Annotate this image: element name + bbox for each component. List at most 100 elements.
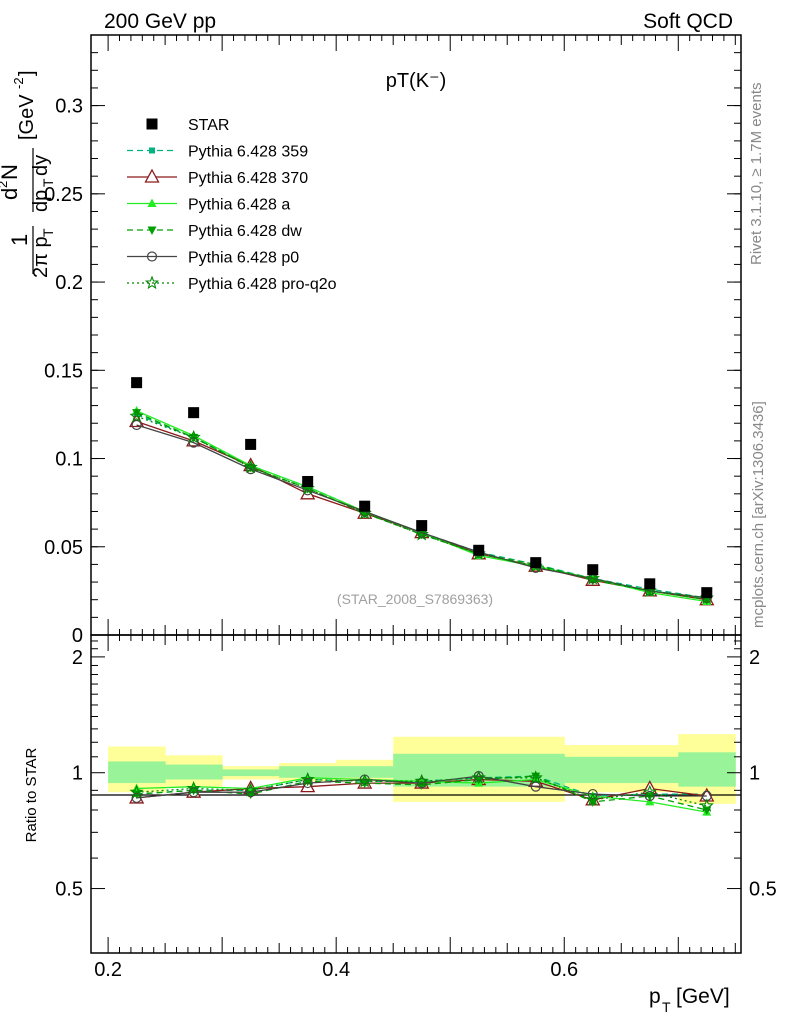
data-point-star bbox=[416, 520, 428, 532]
x-axis-label: p T [GeV] bbox=[649, 985, 730, 1015]
data-point-pq2o bbox=[414, 773, 429, 788]
legend-item-p370: Pythia 6.428 370 bbox=[127, 168, 308, 187]
series-pq2o bbox=[129, 408, 714, 605]
main-y-axis-label: 1 2π p T d 2 N dp T dy [GeV -2 ] bbox=[0, 70, 56, 278]
data-point-pq2o bbox=[129, 408, 144, 423]
ratio-y-tick-label: 1 bbox=[72, 763, 83, 785]
legend-label-pq2o: Pythia 6.428 pro-q2o bbox=[188, 276, 337, 293]
legend-marker-pq2o bbox=[144, 275, 160, 290]
data-point-pq2o bbox=[471, 770, 486, 784]
legend-marker-p370 bbox=[144, 168, 160, 183]
main-y-tick-label: 0.1 bbox=[55, 449, 83, 471]
series-line-p359 bbox=[136, 413, 707, 599]
data-point-pp0 bbox=[245, 787, 256, 798]
series-p359 bbox=[133, 411, 710, 601]
data-point-star bbox=[188, 407, 200, 419]
ratio-y-tick-label: 0.5 bbox=[55, 879, 83, 901]
svg-text:dy: dy bbox=[30, 155, 52, 176]
ratio-stat-uncertainty-band bbox=[564, 756, 622, 784]
series-pq2o bbox=[129, 770, 714, 812]
data-point-pq2o bbox=[243, 782, 258, 797]
main-data-series bbox=[129, 377, 715, 606]
data-point-pdw bbox=[531, 772, 541, 782]
main-y-tick-label: 0.05 bbox=[44, 537, 83, 559]
legend-label-p370: Pythia 6.428 370 bbox=[188, 170, 308, 187]
svg-text:1: 1 bbox=[7, 234, 32, 246]
data-point-pq2o bbox=[243, 459, 258, 474]
svg-text:]: ] bbox=[16, 70, 38, 76]
svg-text:[GeV]: [GeV] bbox=[676, 985, 730, 1008]
series-line-p370 bbox=[136, 420, 707, 601]
series-pa bbox=[132, 405, 712, 605]
data-point-pq2o bbox=[357, 773, 372, 788]
data-point-pp0 bbox=[644, 790, 655, 802]
ratio-stat-uncertainty-band bbox=[165, 764, 223, 780]
series-star bbox=[131, 377, 713, 599]
legend-label-pa: Pythia 6.428 a bbox=[188, 197, 290, 214]
svg-text:dp: dp bbox=[30, 190, 52, 212]
legend-label-pp0: Pythia 6.428 p0 bbox=[188, 250, 299, 267]
data-point-pp0 bbox=[302, 777, 313, 789]
main-y-tick-label: 0 bbox=[72, 625, 83, 647]
data-point-pq2o bbox=[186, 781, 201, 795]
ratio-stat-uncertainty-band bbox=[336, 766, 394, 778]
data-point-pdw bbox=[132, 409, 142, 418]
series-pdw bbox=[132, 409, 712, 605]
ratio-stat-uncertainty-band bbox=[108, 761, 166, 784]
svg-text:[GeV: [GeV bbox=[16, 94, 38, 140]
ratio-data-series bbox=[129, 770, 715, 816]
data-point-pq2o bbox=[585, 792, 600, 806]
data-point-pp0 bbox=[131, 792, 142, 804]
legend-label-pdw: Pythia 6.428 dw bbox=[188, 223, 302, 240]
series-pp0 bbox=[131, 419, 712, 604]
main-y-tick-label: 0.3 bbox=[55, 96, 83, 118]
data-point-pq2o bbox=[642, 784, 657, 799]
legend-marker-pp0 bbox=[146, 251, 158, 262]
svg-text:T: T bbox=[662, 999, 671, 1015]
data-point-star bbox=[701, 587, 713, 599]
data-point-pdw bbox=[702, 806, 712, 816]
series-line-pa bbox=[136, 410, 707, 603]
svg-text:T: T bbox=[40, 178, 56, 187]
ratio-y-tick-label: 2 bbox=[72, 647, 83, 669]
data-point-pdw bbox=[645, 792, 655, 801]
data-point-pq2o bbox=[585, 571, 600, 585]
legend-marker-pa bbox=[147, 198, 157, 207]
legend-label-p359: Pythia 6.428 359 bbox=[188, 144, 308, 161]
legend-marker-star bbox=[146, 118, 158, 130]
ratio-stat-uncertainty-band bbox=[222, 769, 280, 777]
data-point-pdw bbox=[645, 587, 655, 596]
header-left: 200 GeV pp bbox=[104, 10, 216, 33]
svg-text:N: N bbox=[0, 164, 22, 180]
data-point-pp0 bbox=[188, 787, 199, 798]
svg-text:T: T bbox=[40, 228, 56, 237]
series-pp0 bbox=[131, 771, 712, 804]
data-point-star bbox=[359, 500, 371, 512]
data-point-pa bbox=[645, 796, 655, 806]
data-point-star bbox=[644, 578, 656, 590]
data-point-star bbox=[245, 438, 257, 450]
legend: STAR Pythia 6.428 359 Pythia 6.428 370 Pyth… bbox=[127, 117, 337, 293]
legend-label-star: STAR bbox=[188, 117, 229, 134]
x-tick-label: 0.6 bbox=[550, 959, 578, 981]
legend-item-pa: Pythia 6.428 a bbox=[127, 197, 290, 214]
data-point-pq2o bbox=[186, 429, 201, 444]
main-y-axis-ticks: 0 0.05 0.1 0.15 0.2 0.25 0.3 bbox=[44, 34, 741, 647]
ratio-stat-uncertainty-band bbox=[678, 752, 736, 787]
svg-text:d: d bbox=[0, 188, 22, 200]
series-p370 bbox=[129, 413, 715, 606]
main-y-tick-label: 0.15 bbox=[44, 360, 83, 382]
data-point-pq2o bbox=[414, 526, 429, 541]
legend-item-pp0: Pythia 6.428 p0 bbox=[127, 250, 299, 267]
data-point-pp0 bbox=[530, 781, 541, 792]
x-tick-label: 0.4 bbox=[322, 959, 350, 981]
legend-item-pdw: Pythia 6.428 dw bbox=[127, 223, 302, 240]
svg-text:-2: -2 bbox=[11, 77, 26, 89]
data-point-star bbox=[530, 557, 542, 569]
ratio-stat-uncertainty-band bbox=[279, 766, 337, 778]
legend-marker-pdw bbox=[147, 226, 157, 235]
x-axis-ticks: 0.2 0.4 0.6 bbox=[94, 35, 736, 981]
ratio-y-tick-label-right: 1 bbox=[749, 763, 760, 785]
svg-text:2: 2 bbox=[0, 181, 10, 188]
